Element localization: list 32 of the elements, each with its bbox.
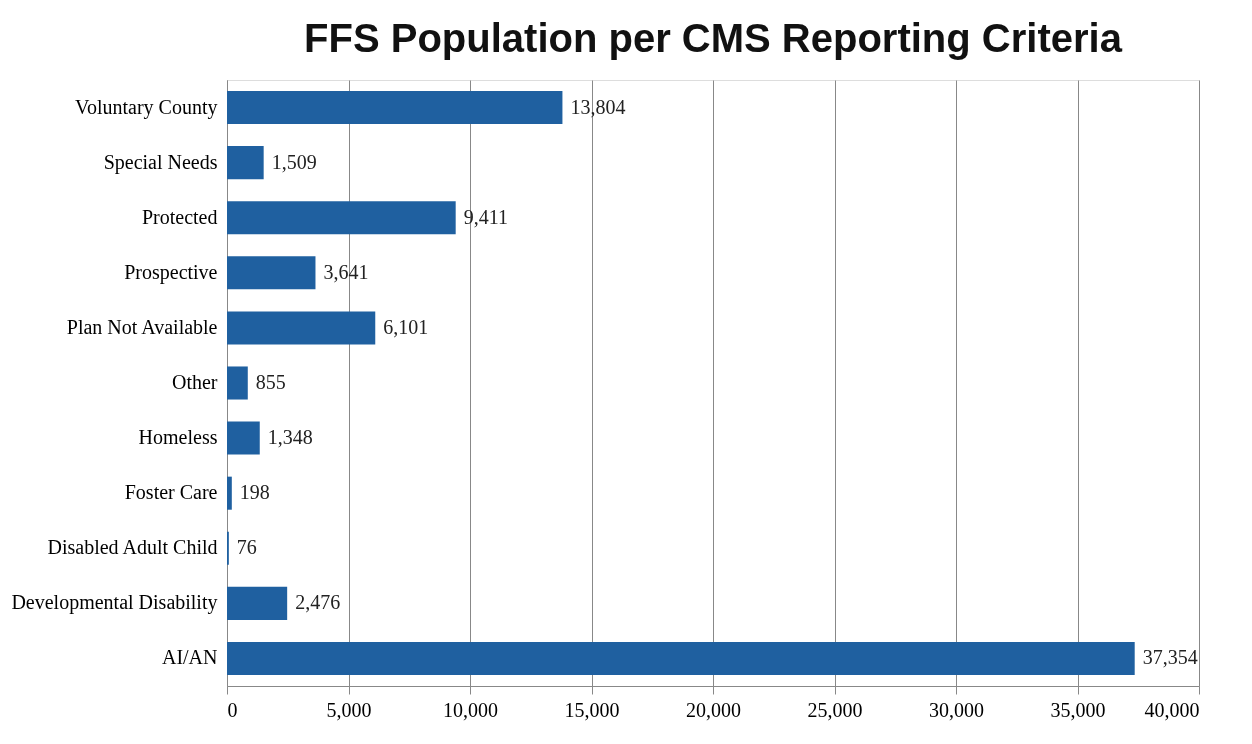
y-tick-label: Prospective: [124, 260, 218, 284]
data-label: 1,348: [267, 426, 313, 449]
data-label: 9,411: [463, 205, 508, 228]
chart-title: FFS Population per CMS Reporting Criteria: [304, 16, 1123, 60]
y-tick-label: Protected: [141, 205, 218, 228]
y-tick-label: Homeless: [138, 426, 218, 449]
data-label: 13,804: [570, 95, 626, 118]
x-tick-label: 0: [227, 698, 238, 721]
x-tick-label: 40,000: [1144, 698, 1200, 721]
y-tick-label: Plan Not Available: [66, 315, 218, 338]
data-label: 2,476: [295, 591, 341, 614]
y-tick-label: Developmental Disability: [11, 591, 218, 615]
y-tick-label: Foster Care: [124, 481, 218, 504]
y-tick-label: Disabled Adult Child: [47, 536, 218, 559]
x-tick-label: 35,000: [1050, 698, 1106, 721]
data-label: 3,641: [323, 260, 369, 283]
x-tick-label: 25,000: [807, 698, 863, 721]
y-tick-label: Voluntary County: [75, 95, 218, 119]
y-tick-label: Special Needs: [103, 150, 218, 174]
x-tick-label: 5,000: [326, 698, 372, 721]
data-label: 855: [255, 371, 286, 393]
x-tick-label: 10,000: [443, 698, 498, 721]
data-label: 198: [239, 481, 270, 504]
x-tick-label: 30,000: [929, 698, 984, 721]
data-label: 76: [236, 536, 257, 559]
data-label: 37,354: [1142, 646, 1198, 669]
y-tick-label: Other: [171, 371, 218, 393]
data-label: 1,509: [271, 150, 317, 173]
y-tick-label: AI/AN: [161, 646, 218, 669]
x-tick-label: 20,000: [686, 698, 741, 721]
data-label: 6,101: [383, 315, 429, 338]
x-tick-label: 15,000: [564, 698, 620, 721]
